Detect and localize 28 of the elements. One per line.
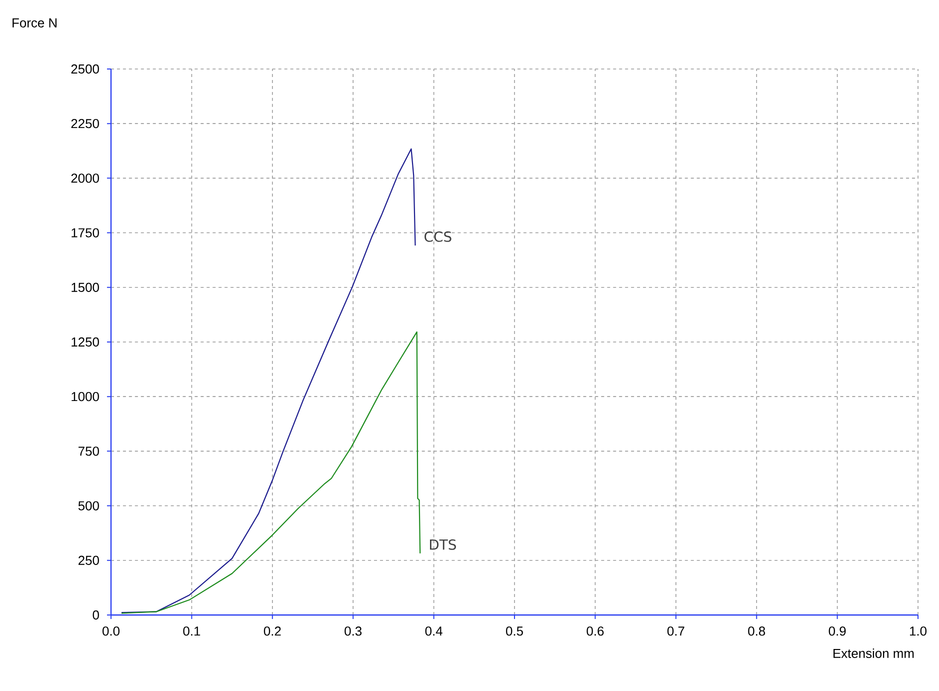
x-tick-label: 0.8 xyxy=(748,626,766,636)
x-tick-label: 0.9 xyxy=(828,626,846,636)
y-tick-label: 0 xyxy=(92,610,99,620)
y-axis-title: Force N xyxy=(12,18,57,28)
y-tick-label: 2250 xyxy=(71,118,99,128)
y-tick-label: 1000 xyxy=(72,392,99,402)
x-tick-label: 0.1 xyxy=(183,626,200,636)
line-series xyxy=(120,148,416,614)
series-label: CCS xyxy=(424,231,452,242)
x-tick-label: 0.2 xyxy=(264,626,281,636)
y-tick-label: 1250 xyxy=(72,337,99,347)
x-tick-label: 0.4 xyxy=(425,626,442,636)
y-tick-label: 1750 xyxy=(72,228,99,238)
y-tick-label: 250 xyxy=(78,556,99,565)
x-tick-label: 0.5 xyxy=(506,626,523,636)
x-tick-label: 0.7 xyxy=(667,626,684,636)
series-label: DTS xyxy=(430,539,456,550)
y-tick-label: 750 xyxy=(78,446,99,456)
x-tick-label: 1.0 xyxy=(910,626,927,636)
x-tick-label: 0.3 xyxy=(344,626,362,636)
x-tick-label: 0.0 xyxy=(102,626,120,636)
y-tick-label: 1500 xyxy=(72,282,99,292)
y-tick-label: 2500 xyxy=(71,64,99,74)
x-axis-title: Extension mm xyxy=(834,648,914,658)
line-series xyxy=(120,331,421,614)
x-tick-label: 0.6 xyxy=(586,626,604,636)
y-tick-label: 2000 xyxy=(71,174,99,183)
y-tick-label: 500 xyxy=(78,501,99,510)
